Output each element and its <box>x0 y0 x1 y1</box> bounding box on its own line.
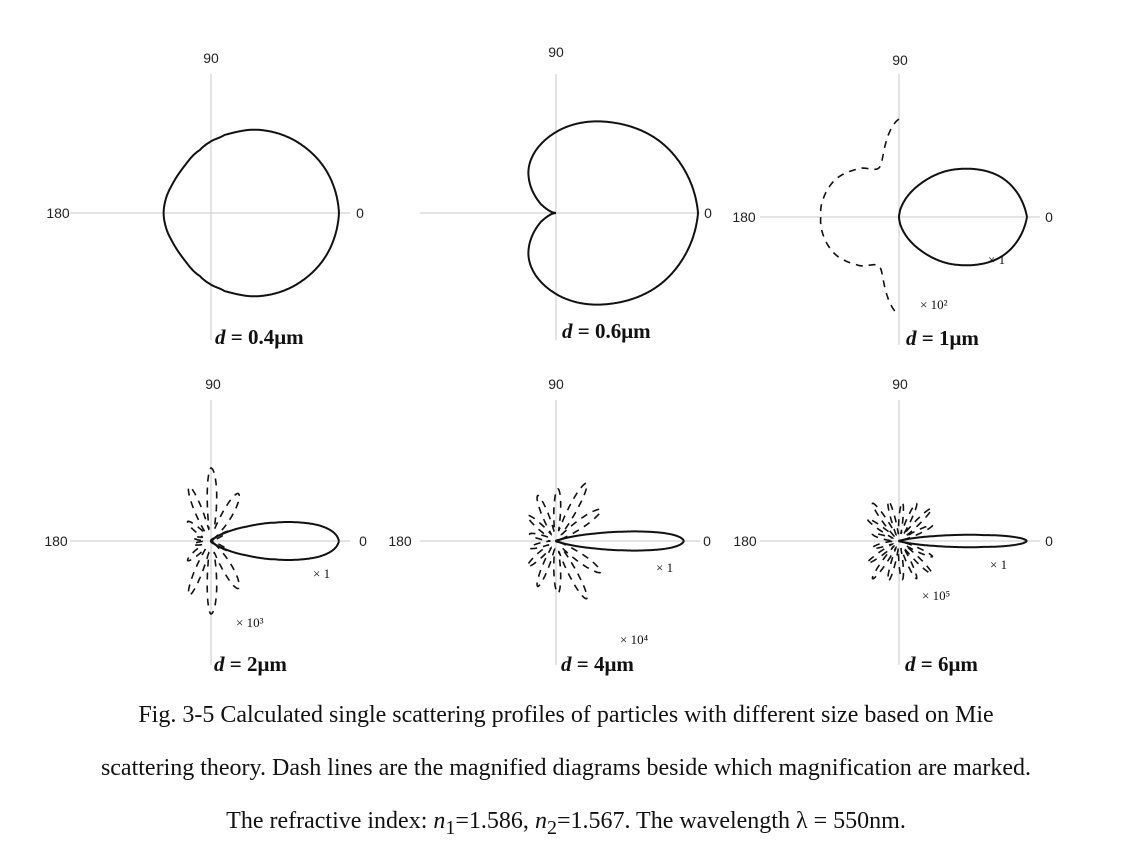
tick-label-0: 0 <box>703 533 711 549</box>
size-variable: d <box>561 652 572 676</box>
polar-panel: 90 0 d = 0.6μm <box>420 44 712 343</box>
main-magnification-label: × 1 <box>990 557 1007 572</box>
particle-size-label: d = 0.4μm <box>215 325 304 349</box>
particle-size-label: d = 6μm <box>905 652 978 676</box>
main-magnification-label: × 1 <box>656 560 673 575</box>
dashed-series-line <box>186 467 240 615</box>
main-magnification-label: × 1 <box>988 252 1005 267</box>
n2-subscript: 2 <box>546 816 557 839</box>
polar-panel: 90 180 0 × 10⁴ × 1 d = 4μm <box>388 376 711 676</box>
main-series-line <box>527 120 700 306</box>
polar-panel: 90 180 0 × 10⁵ × 1 d = 6μm <box>733 376 1053 676</box>
n1-value: =1.586, <box>455 808 535 834</box>
polar-panel: 90 180 0 × 10² × 1 d = 1μm <box>732 52 1053 350</box>
tick-label-90: 90 <box>548 44 564 60</box>
tick-label-0: 0 <box>1045 533 1053 549</box>
main-series-line <box>210 521 340 561</box>
dashed-series-line <box>819 118 900 316</box>
tick-label-0: 0 <box>1045 209 1053 225</box>
polar-panel: 90 180 0 × 10³ × 1 d = 2μm <box>44 376 367 676</box>
tick-label-180: 180 <box>733 533 757 549</box>
size-variable: d <box>562 319 573 343</box>
caption-line-1: Fig. 3-5 Calculated single scattering pr… <box>138 702 994 728</box>
n1-subscript: 1 <box>445 816 456 839</box>
main-series-line <box>898 533 1028 549</box>
caption-line-3: The refractive index: n1=1.586, n2=1.567… <box>0 808 1132 840</box>
n2-symbol: n <box>534 808 547 834</box>
dashed-magnification-label: × 10² <box>920 297 948 312</box>
size-value: = 1μm <box>917 326 980 350</box>
caption-line-2: scattering theory. Dash lines are the ma… <box>100 755 1032 781</box>
main-series-line <box>898 167 1028 267</box>
particle-size-label: d = 0.6μm <box>562 319 651 343</box>
size-value: = 6μm <box>916 652 979 676</box>
tick-label-0: 0 <box>704 205 712 221</box>
tick-label-90: 90 <box>892 52 908 68</box>
dashed-series-line <box>526 482 602 600</box>
main-series-line <box>162 128 341 298</box>
polar-panel: 90 180 0 d = 0.4μm <box>46 50 364 349</box>
tick-label-180: 180 <box>46 205 70 221</box>
n2-value: =1.567. The wavelength λ = 550nm. <box>556 808 906 834</box>
dashed-magnification-label: × 10⁵ <box>922 588 950 603</box>
main-series-line <box>555 530 685 552</box>
tick-label-180: 180 <box>44 533 68 549</box>
particle-size-label: d = 1μm <box>906 326 979 350</box>
dashed-magnification-label: × 10³ <box>236 615 264 630</box>
tick-label-0: 0 <box>359 533 367 549</box>
tick-label-180: 180 <box>732 209 756 225</box>
tick-label-90: 90 <box>892 376 908 392</box>
size-variable: d <box>906 326 917 350</box>
size-value: = 0.4μm <box>226 325 305 349</box>
dashed-magnification-label: × 10⁴ <box>620 632 649 647</box>
size-value: = 2μm <box>225 652 288 676</box>
tick-label-0: 0 <box>356 205 364 221</box>
size-value: = 0.6μm <box>573 319 652 343</box>
particle-size-label: d = 4μm <box>561 652 634 676</box>
particle-size-label: d = 2μm <box>214 652 287 676</box>
tick-label-180: 180 <box>388 533 412 549</box>
main-magnification-label: × 1 <box>313 566 330 581</box>
scattering-figure: 90 180 0 d = 0.4μm 90 0 d = 0.6μm 90 180 0 × 10² × … <box>44 44 1053 676</box>
size-variable: d <box>905 652 916 676</box>
tick-label-90: 90 <box>205 376 221 392</box>
tick-label-90: 90 <box>548 376 564 392</box>
caption-prefix: The refractive index: <box>226 808 434 834</box>
tick-label-90: 90 <box>203 50 219 66</box>
n1-symbol: n <box>433 808 446 834</box>
size-variable: d <box>214 652 225 676</box>
size-value: = 4μm <box>572 652 635 676</box>
size-variable: d <box>215 325 226 349</box>
